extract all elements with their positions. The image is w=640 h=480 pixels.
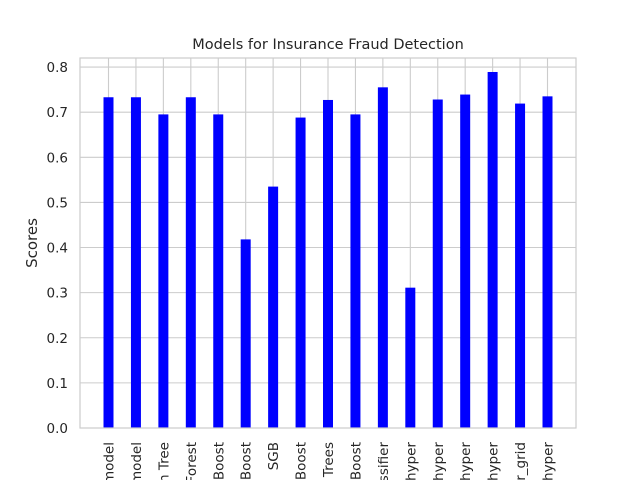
x-tick-label: Boost xyxy=(211,442,227,480)
x-tick-label: r_grid xyxy=(513,442,529,480)
bar xyxy=(213,114,224,428)
bars xyxy=(103,71,553,429)
y-tick-label: 0.3 xyxy=(47,286,68,302)
x-tick-label: hyper xyxy=(541,442,557,480)
bar xyxy=(515,103,526,428)
y-tick-label: 0.2 xyxy=(47,331,68,347)
y-tick-label: 0.0 xyxy=(47,421,68,437)
y-tick-label: 0.6 xyxy=(47,150,68,166)
bar xyxy=(460,94,471,429)
bar xyxy=(323,99,333,429)
bar xyxy=(103,97,114,428)
y-tick-labels: 0.0 0.1 0.2 0.3 0.4 0.5 0.6 0.7 0.8 xyxy=(47,60,68,437)
x-tick-label: Trees xyxy=(321,442,337,478)
bar xyxy=(158,114,169,428)
x-tick-label: hyper xyxy=(458,442,474,480)
x-tick-label: Forest xyxy=(184,442,200,480)
x-tick-label: Boost xyxy=(239,442,255,480)
bar xyxy=(432,99,443,428)
bar xyxy=(295,117,306,428)
y-tick-label: 0.5 xyxy=(47,195,68,211)
x-tick-label: Boost xyxy=(348,442,364,480)
bar xyxy=(185,97,196,428)
x-tick-label: hyper xyxy=(431,442,447,480)
bar xyxy=(350,114,361,428)
plot-area-frame xyxy=(79,57,577,429)
bar xyxy=(542,96,553,428)
bar xyxy=(268,186,279,428)
x-tick-label: hyper xyxy=(486,442,502,480)
bar xyxy=(377,87,388,428)
chart-title: Models for Insurance Fraud Detection xyxy=(192,37,464,53)
x-tick-label: hyper xyxy=(403,442,419,480)
x-tick-label: model xyxy=(129,442,145,480)
y-tick-label: 0.8 xyxy=(47,60,68,76)
x-tick-label: Boost xyxy=(294,442,310,480)
y-axis-label: Scores xyxy=(23,218,41,268)
bar xyxy=(240,239,251,428)
y-tick-label: 0.4 xyxy=(47,241,68,257)
x-tick-labels: model model n Tree Forest Boost Boost SGB Boost… xyxy=(102,442,557,480)
y-tick-label: 0.7 xyxy=(47,105,68,121)
bar xyxy=(487,71,498,429)
y-tick-label: 0.1 xyxy=(47,376,68,392)
x-tick-label: model xyxy=(102,442,118,480)
x-tick-label: ssifier xyxy=(376,442,392,480)
x-tick-label: SGB xyxy=(266,442,282,470)
bar xyxy=(130,97,141,428)
bar xyxy=(405,287,416,428)
x-tick-label: n Tree xyxy=(156,442,172,480)
